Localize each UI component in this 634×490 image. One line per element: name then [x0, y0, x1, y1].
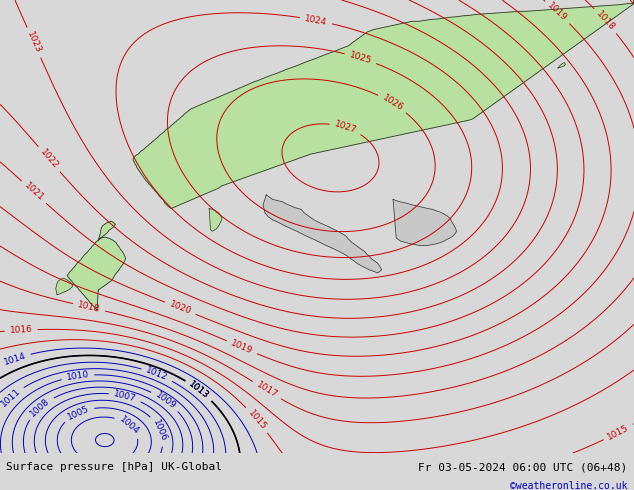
Text: 1013: 1013 [187, 380, 211, 401]
Polygon shape [67, 237, 126, 310]
Text: 1012: 1012 [145, 366, 169, 383]
Text: 1013: 1013 [187, 380, 211, 401]
Text: 1005: 1005 [66, 404, 91, 422]
Polygon shape [263, 195, 382, 273]
Text: 1010: 1010 [66, 370, 90, 382]
Text: 1009: 1009 [153, 391, 178, 411]
Text: 1027: 1027 [333, 120, 358, 136]
Text: 1018: 1018 [595, 9, 617, 32]
Text: 1024: 1024 [304, 14, 328, 27]
Text: Surface pressure [hPa] UK-Global: Surface pressure [hPa] UK-Global [6, 462, 223, 472]
Text: 1022: 1022 [38, 147, 60, 171]
Polygon shape [558, 63, 566, 68]
Polygon shape [133, 0, 634, 209]
Text: Fr 03-05-2024 06:00 UTC (06+48): Fr 03-05-2024 06:00 UTC (06+48) [418, 462, 628, 472]
Text: 1020: 1020 [168, 300, 193, 317]
Text: ©weatheronline.co.uk: ©weatheronline.co.uk [510, 481, 628, 490]
Text: 1019: 1019 [546, 1, 569, 24]
Text: 1006: 1006 [152, 418, 169, 443]
Text: 1014: 1014 [3, 351, 27, 367]
Polygon shape [393, 199, 456, 245]
Text: 1021: 1021 [22, 181, 46, 203]
Text: 1015: 1015 [606, 423, 631, 441]
Text: 1023: 1023 [25, 30, 42, 55]
Text: 1025: 1025 [348, 50, 373, 66]
Text: 1019: 1019 [230, 339, 254, 356]
Text: 1008: 1008 [29, 396, 52, 418]
Text: 1007: 1007 [113, 389, 138, 404]
Polygon shape [56, 278, 73, 294]
Text: 1017: 1017 [255, 380, 279, 400]
Text: 1015: 1015 [246, 408, 268, 432]
Text: 1011: 1011 [0, 386, 22, 409]
Text: 1018: 1018 [77, 300, 101, 314]
Text: 1026: 1026 [380, 94, 404, 113]
Text: 1016: 1016 [10, 325, 33, 335]
Polygon shape [209, 209, 222, 231]
Polygon shape [98, 221, 115, 240]
Text: 1004: 1004 [118, 415, 141, 436]
